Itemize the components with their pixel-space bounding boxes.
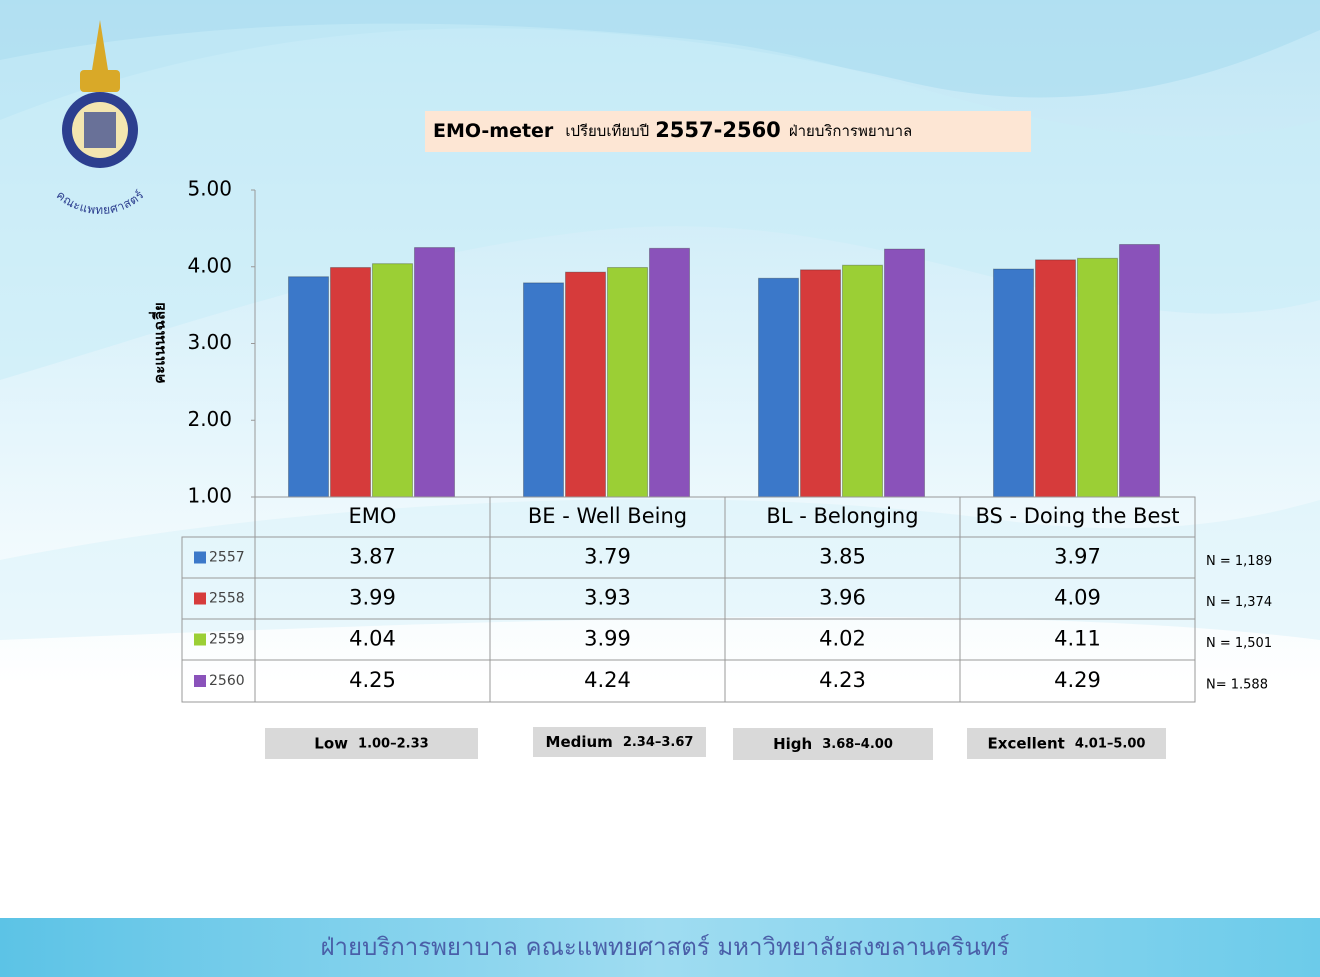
title-part: 2557-2560 (655, 118, 781, 142)
table-value: 4.29 (1054, 668, 1101, 692)
table-value: 3.96 (819, 586, 866, 610)
bar (843, 265, 883, 497)
table-value: 3.85 (819, 545, 866, 569)
page: ฝ่ายบริการพยาบาล คณะแพทยศาสตร์ มหาวิทยาล… (0, 0, 1320, 977)
bar (801, 270, 841, 497)
y-tick-label: 3.00 (187, 330, 232, 354)
bar (1120, 244, 1160, 497)
table-value: 4.04 (349, 627, 396, 651)
table-value: 3.97 (1054, 545, 1101, 569)
bar (759, 278, 799, 497)
bar (415, 248, 455, 497)
legend-swatch (194, 593, 206, 605)
table-value: 3.79 (584, 545, 631, 569)
legend-swatch (194, 552, 206, 564)
y-tick-label: 2.00 (187, 407, 232, 431)
level-name: Excellent (988, 734, 1065, 752)
bar (524, 283, 564, 497)
series-note: N = 1,374 (1206, 595, 1272, 610)
bar (608, 268, 648, 497)
bar (566, 272, 606, 497)
bar (331, 268, 371, 497)
x-tick-label: BL - Belonging (766, 504, 918, 528)
level-range: 4.01–5.00 (1075, 736, 1146, 751)
level-range: 2.34–3.67 (623, 735, 694, 750)
legend-swatch (194, 675, 206, 687)
bar (994, 269, 1034, 497)
level-name: High (773, 735, 812, 753)
table-value: 3.93 (584, 586, 631, 610)
series-note: N = 1,189 (1206, 554, 1272, 569)
y-tick-label: 5.00 (187, 177, 232, 201)
legend-label: 2560 (209, 673, 245, 689)
x-tick-label: BE - Well Being (528, 504, 687, 528)
legend-label: 2558 (209, 591, 245, 607)
table-value: 4.09 (1054, 586, 1101, 610)
table-value: 4.11 (1054, 627, 1101, 651)
level-name: Low (314, 734, 348, 752)
series-note: N= 1.588 (1206, 678, 1268, 693)
level-label: High 3.68–4.00 (773, 735, 893, 753)
y-axis-label: คะแนนเฉลี่ย (149, 302, 169, 384)
slide: ฝ่ายบริการพยาบาล คณะแพทยศาสตร์ มหาวิทยาล… (0, 0, 1320, 977)
level-range: 1.00–2.33 (358, 736, 429, 751)
level-label: Low 1.00–2.33 (314, 734, 428, 752)
bar (1078, 258, 1118, 497)
title-part: เปรียบเทียบปี (565, 122, 649, 140)
bar (373, 264, 413, 497)
y-tick-label: 4.00 (187, 253, 232, 277)
table-value: 4.24 (584, 668, 631, 692)
legend-label: 2557 (209, 550, 245, 566)
bar (1036, 260, 1076, 497)
footer-text: ฝ่ายบริการพยาบาล คณะแพทยศาสตร์ มหาวิทยาล… (320, 933, 1009, 961)
series-note: N = 1,501 (1206, 636, 1272, 651)
table-value: 3.99 (584, 627, 631, 651)
table-value: 4.23 (819, 668, 866, 692)
bar (650, 248, 690, 497)
title-part: ฝ่ายบริการพยาบาล (789, 122, 912, 140)
bar (885, 249, 925, 497)
table-value: 4.25 (349, 668, 396, 692)
title-part: EMO-meter (433, 120, 554, 142)
level-name: Medium (546, 733, 613, 751)
level-range: 3.68–4.00 (822, 737, 893, 752)
table-value: 3.99 (349, 586, 396, 610)
legend-swatch (194, 634, 206, 646)
x-tick-label: EMO (349, 504, 397, 528)
legend-label: 2559 (209, 632, 245, 648)
x-tick-label: BS - Doing the Best (975, 504, 1179, 528)
bar (289, 277, 329, 497)
table-value: 3.87 (349, 545, 396, 569)
table-value: 4.02 (819, 627, 866, 651)
chart-title: EMO-meter เปรียบเทียบปี 2557-2560 ฝ่ายบริกา… (433, 118, 912, 142)
y-tick-label: 1.00 (187, 484, 232, 508)
